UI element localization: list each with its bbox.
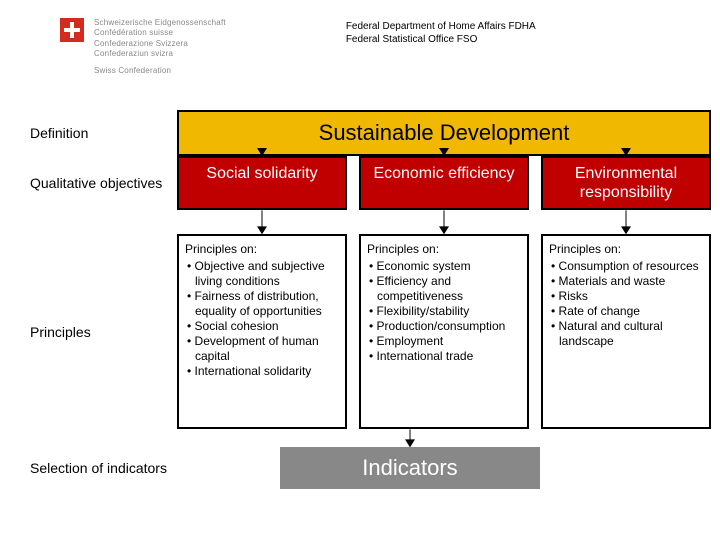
principles-lead: Principles on: [367, 242, 521, 257]
swiss-confederation-label: Swiss Confederation [94, 66, 171, 75]
department-text: Federal Department of Home Affairs FDHA … [346, 20, 536, 46]
principle-item: International solidarity [187, 364, 339, 379]
diagram-grid: Definition Sustainable Development Quali… [0, 110, 720, 429]
principle-item: Materials and waste [551, 274, 703, 289]
pillar-environmental: Environmental responsibility [541, 156, 711, 210]
arrow-gap [30, 210, 711, 234]
principle-item: Objective and subjective living conditio… [187, 259, 339, 289]
title-box: Sustainable Development [177, 110, 711, 156]
conf-line: Confédération suisse [94, 28, 173, 37]
principles-environmental: Principles on: Consumption of resourcesM… [541, 234, 711, 429]
confederation-text: Schweizerische Eidgenossenschaft Confédé… [94, 18, 226, 76]
principle-item: Rate of change [551, 304, 703, 319]
dept-line2: Federal Statistical Office FSO [346, 34, 478, 45]
principle-item: Social cohesion [187, 319, 339, 334]
principle-item: Production/consumption [369, 319, 521, 334]
principles-economic: Principles on: Economic systemEfficiency… [359, 234, 529, 429]
row-label-qualitative: Qualitative objectives [30, 156, 165, 210]
pillar-social: Social solidarity [177, 156, 347, 210]
conf-line: Confederaziun svizra [94, 49, 173, 58]
swiss-cross-icon [60, 18, 84, 42]
principle-item: Employment [369, 334, 521, 349]
principle-item: Flexibility/stability [369, 304, 521, 319]
conf-line: Confederazione Svizzera [94, 39, 188, 48]
row-label-definition: Definition [30, 110, 165, 156]
principle-item: Risks [551, 289, 703, 304]
pillar-economic: Economic efficiency [359, 156, 529, 210]
principle-item: Fairness of distribution, equality of op… [187, 289, 339, 319]
principle-item: Economic system [369, 259, 521, 274]
principles-lead: Principles on: [185, 242, 339, 257]
indicators-box: Indicators [280, 447, 540, 489]
dept-line1: Federal Department of Home Affairs FDHA [346, 21, 536, 32]
principle-item: International trade [369, 349, 521, 364]
conf-line: Schweizerische Eidgenossenschaft [94, 18, 226, 27]
row-label-principles: Principles [30, 234, 165, 429]
principle-item: Efficiency and competitiveness [369, 274, 521, 304]
row-label-selection: Selection of indicators [30, 460, 210, 476]
header: Schweizerische Eidgenossenschaft Confédé… [0, 0, 720, 110]
principle-item: Consumption of resources [551, 259, 703, 274]
selection-row: Selection of indicators Indicators [0, 429, 720, 489]
principles-lead: Principles on: [549, 242, 703, 257]
principle-item: Development of human capital [187, 334, 339, 364]
principle-item: Natural and cultural landscape [551, 319, 703, 349]
principles-social: Principles on: Objective and subjective … [177, 234, 347, 429]
